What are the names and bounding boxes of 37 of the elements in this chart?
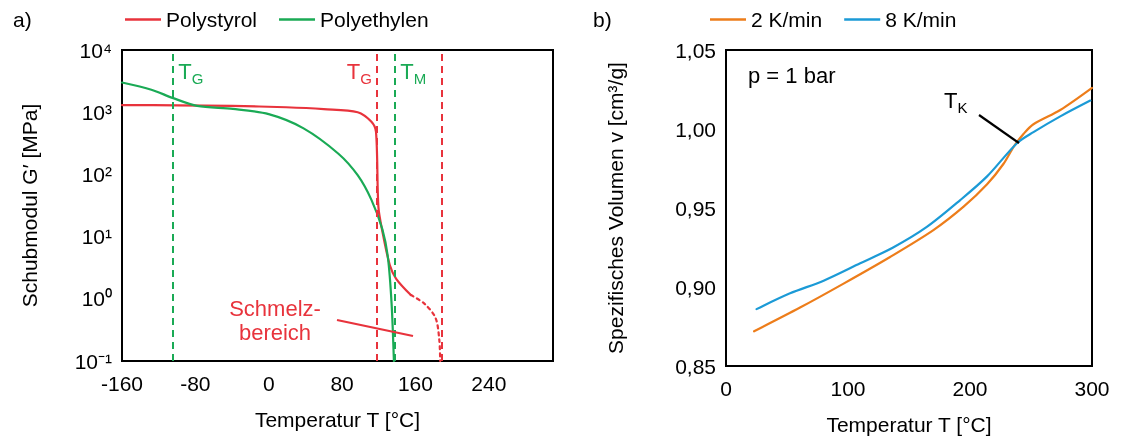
y-tick-label: 1,00 xyxy=(675,117,716,141)
y-tick-label: 0,90 xyxy=(675,275,716,299)
legend-label: Polyethylen xyxy=(320,8,429,31)
y-tick-label: 10⁴ xyxy=(79,38,112,62)
x-tick-label: 0 xyxy=(720,377,732,400)
x-axis-title: Temperatur T [°C] xyxy=(254,408,421,431)
y-tick-label: 1,05 xyxy=(675,38,716,62)
x-tick-label: -160 xyxy=(100,372,144,395)
ref-line-label: T$_{G}$ xyxy=(346,59,372,88)
ref-line-label: T$_{G}$ xyxy=(178,59,204,88)
x-tick-label: 200 xyxy=(952,377,988,400)
y-tick-label: 10² xyxy=(81,162,112,186)
x-tick-label: 240 xyxy=(471,372,507,395)
legend-label: Polystyrol xyxy=(166,8,258,31)
ref-line-label: T$_{M}$ xyxy=(400,59,427,88)
x-tick-label: 300 xyxy=(1074,377,1110,400)
chart-title: a) xyxy=(13,8,32,31)
annotation: p = 1 bar xyxy=(748,63,836,89)
legend-label: 8 K/min xyxy=(885,8,957,31)
x-tick-label: 100 xyxy=(830,377,866,400)
chart-title: b) xyxy=(593,8,612,31)
y-tick-label: 0,95 xyxy=(675,196,716,220)
x-tick-label: -80 xyxy=(180,372,211,395)
legend-label: 2 K/min xyxy=(751,8,823,31)
y-tick-label: 0,85 xyxy=(675,354,716,378)
y-tick-label: 10⁰ xyxy=(81,287,112,311)
y-axis-title: Schubmodul G′ [MPa] xyxy=(17,103,41,308)
y-axis-title: Spezifisches Volumen v [cm³/g] xyxy=(603,62,627,354)
annotation: Schmelz- bereich xyxy=(229,295,321,346)
annotation: T$_{K}$ xyxy=(944,88,968,117)
y-tick-label: 10³ xyxy=(81,100,112,124)
x-axis-title: Temperatur T [°C] xyxy=(826,413,992,436)
x-tick-label: 160 xyxy=(397,372,433,395)
y-tick-label: 10¹ xyxy=(81,225,112,249)
y-tick-label: 10⁻¹ xyxy=(74,349,112,373)
x-tick-label: 0 xyxy=(262,372,275,395)
x-tick-label: 80 xyxy=(330,372,354,395)
